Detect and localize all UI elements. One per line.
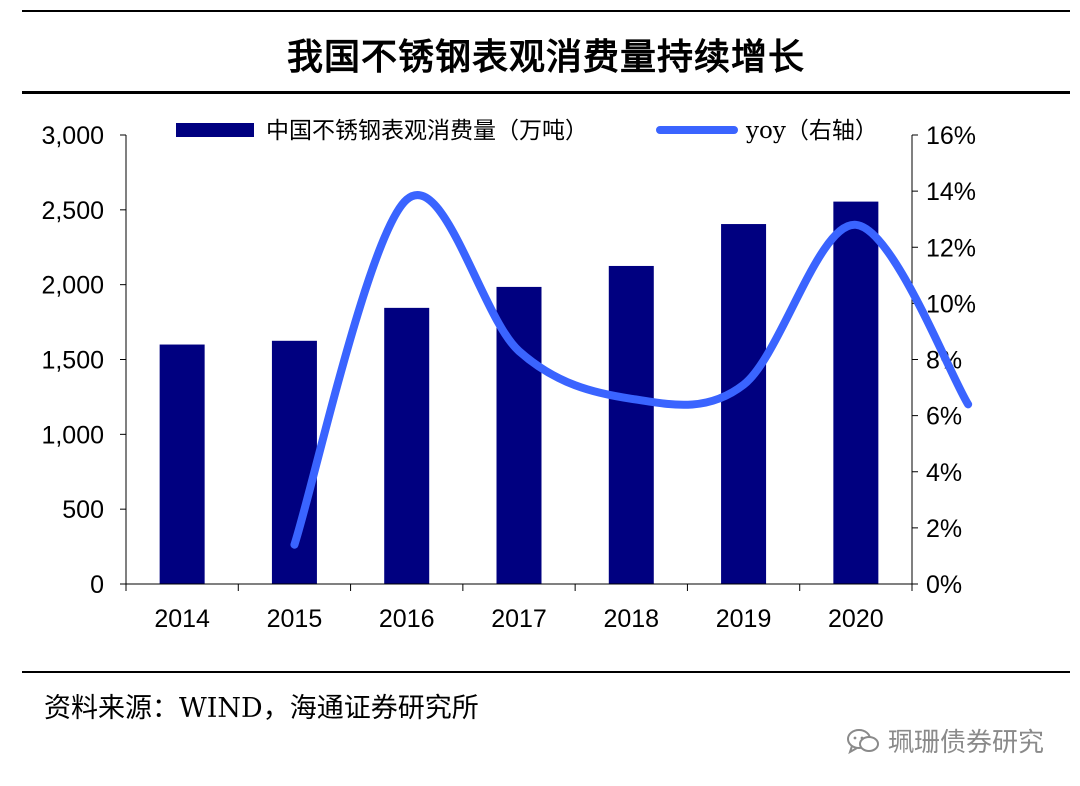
- left-tick-label: 1,500: [41, 347, 104, 375]
- x-tick-label: 2017: [491, 605, 547, 633]
- legend-bar-swatch: [176, 123, 254, 137]
- wechat-icon: [846, 728, 879, 754]
- bar-2016: [384, 307, 430, 584]
- right-tick-label: 0%: [926, 571, 962, 599]
- right-tick-label: 10%: [926, 290, 976, 318]
- right-tick-label: 2%: [926, 515, 962, 543]
- left-tick-label: 2,500: [41, 197, 104, 225]
- legend-line-label: yoy（右轴）: [745, 118, 878, 144]
- bar-series: [159, 201, 879, 584]
- chart-title: 我国不锈钢表观消费量持续增长: [286, 36, 805, 78]
- left-tick-label: 2,000: [41, 272, 104, 300]
- left-tick-label: 1,000: [41, 421, 104, 449]
- legend-bar-label: 中国不锈钢表观消费量（万吨）: [266, 118, 588, 144]
- bar-2020: [833, 201, 879, 584]
- bar-2014: [159, 344, 205, 584]
- x-tick-label: 2015: [267, 605, 323, 633]
- right-tick-label: 12%: [926, 234, 976, 262]
- right-tick-label: 4%: [926, 459, 962, 487]
- right-tick-label: 6%: [926, 403, 962, 431]
- top-rule: [22, 10, 1070, 12]
- x-tick-label: 2018: [603, 605, 659, 633]
- x-tick-label: 2016: [379, 605, 435, 633]
- bottom-rule: [22, 671, 1070, 673]
- left-tick-label: 0: [90, 571, 104, 599]
- left-tick-label: 500: [62, 496, 104, 524]
- bar-2019: [721, 224, 767, 584]
- left-tick-label: 3,000: [41, 122, 104, 150]
- x-tick-label: 2014: [154, 605, 210, 633]
- watermark-text: 珮珊债券研究: [887, 728, 1044, 758]
- x-tick-label: 2019: [716, 605, 772, 633]
- bar-2018: [608, 265, 654, 584]
- right-tick-label: 14%: [926, 178, 976, 206]
- yoy-line: [290, 191, 973, 549]
- legend: 中国不锈钢表观消费量（万吨） yoy（右轴）: [176, 118, 878, 144]
- source-note: 资料来源：WIND，海通证券研究所: [44, 693, 479, 724]
- axes: 05001,0001,5002,0002,5003,0000%2%4%6%8%1…: [41, 122, 976, 633]
- x-tick-label: 2020: [828, 605, 884, 633]
- title-rule: [22, 91, 1070, 94]
- watermark: 珮珊债券研究: [846, 722, 1044, 759]
- right-tick-label: 16%: [926, 122, 976, 150]
